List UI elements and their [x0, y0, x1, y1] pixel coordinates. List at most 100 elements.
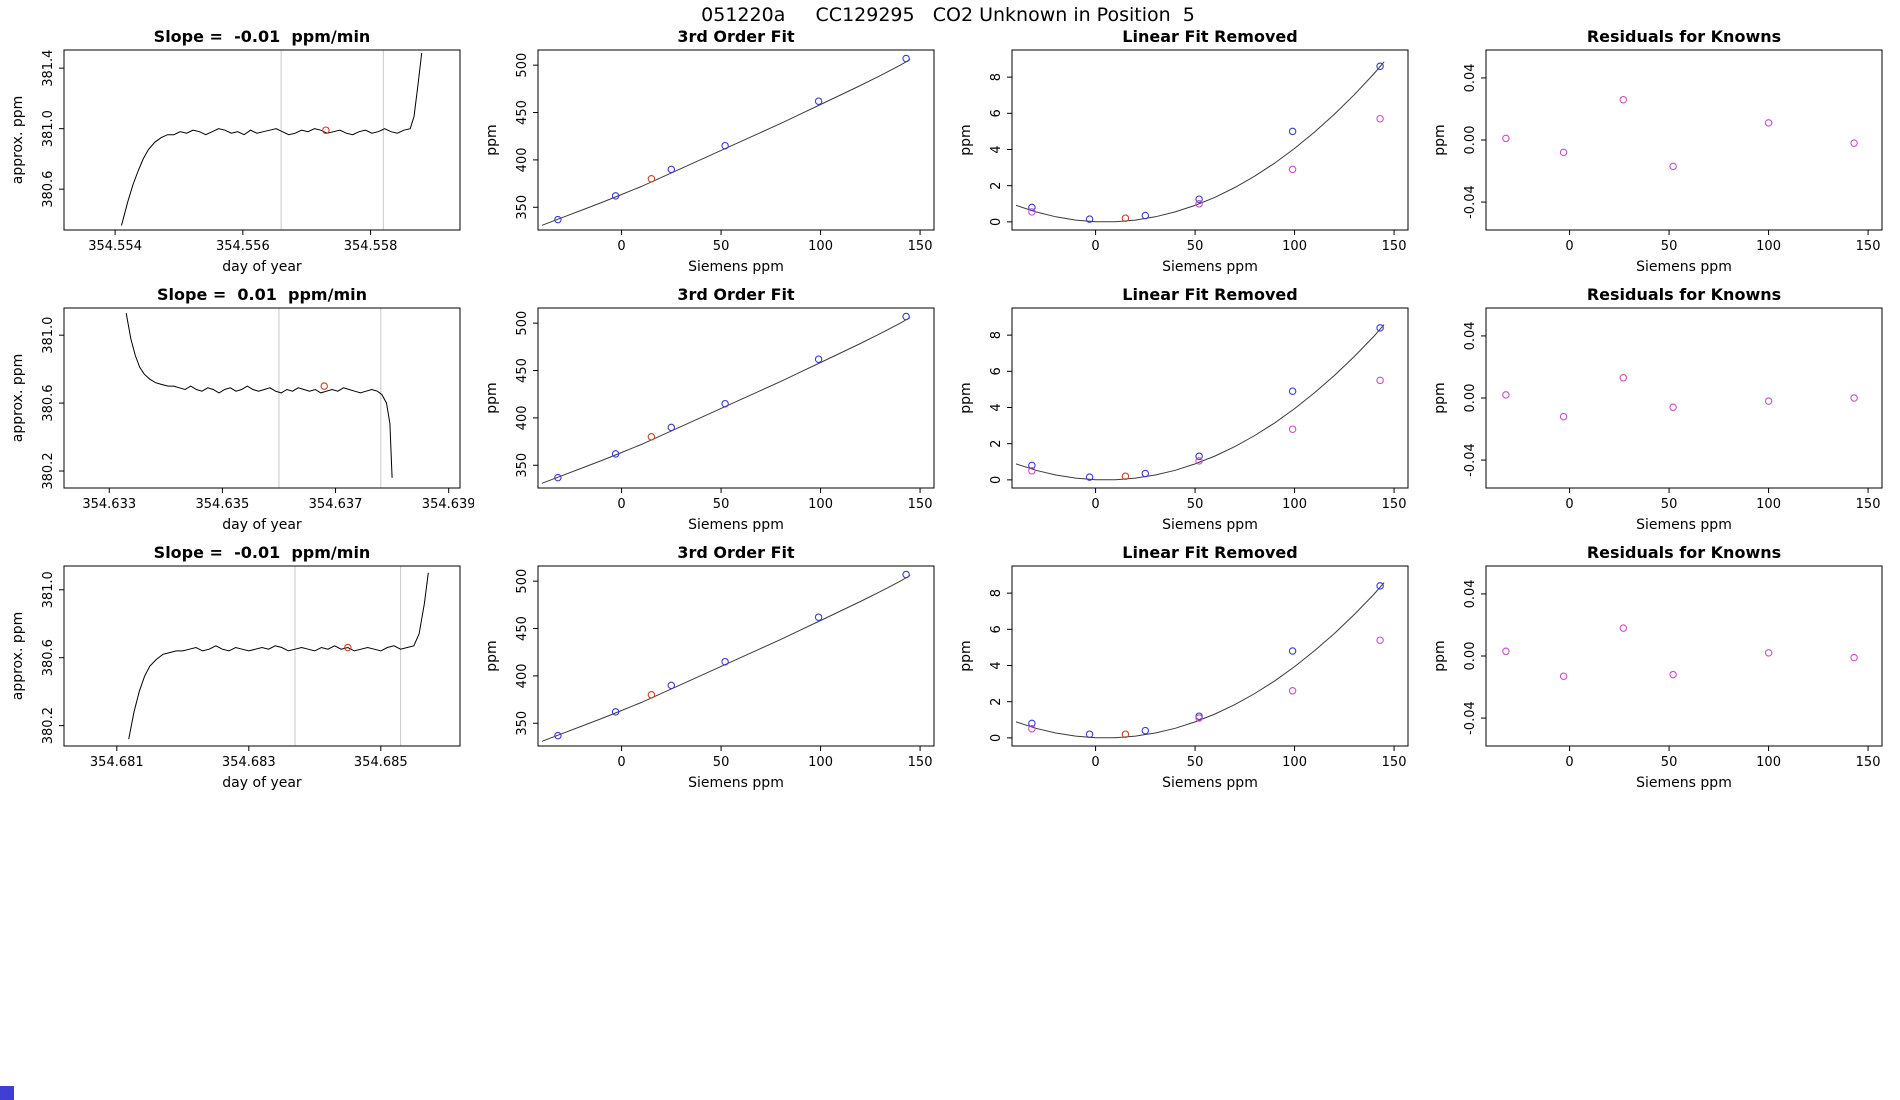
unknown-point: [647, 433, 656, 441]
y-tick-label: 0.04: [1463, 63, 1478, 92]
y-tick-label: 381.0: [41, 110, 56, 147]
residual-points: [1502, 624, 1858, 680]
x-axis-label: Siemens ppm: [1162, 259, 1258, 275]
y-axis-label: ppm: [958, 382, 974, 413]
y-tick-label: 350: [515, 195, 530, 220]
residual-points: [1502, 374, 1858, 421]
panel-resid-3: Residuals for Knowns 0 50 100 150 Siemens ppm…: [1432, 543, 1883, 791]
known-points: [1028, 582, 1384, 738]
x-axis: 0 50 100 150 Siemens ppm: [617, 230, 932, 275]
y-tick-label: 380.2: [41, 707, 56, 744]
panel-linres-2: Linear Fit Removed 0 50 100 150 Siemens ppm 0 2…: [958, 285, 1409, 533]
x-axis-label: Siemens ppm: [1636, 259, 1732, 275]
x-tick-label: 100: [1282, 239, 1307, 254]
y-tick-label: 381.4: [41, 50, 56, 87]
data-point-circle: [1195, 200, 1203, 208]
y-axis: -0.04 0.00 0.04 ppm: [1432, 579, 1486, 735]
y-tick-label: -0.04: [1463, 701, 1478, 735]
y-tick-label: 350: [515, 711, 530, 736]
data-point-circle: [1559, 672, 1568, 680]
x-tick-label: 0: [1091, 239, 1099, 254]
data-point-circle: [344, 643, 352, 652]
residual-curve: [1015, 61, 1385, 223]
plot-title: 3rd Order Fit: [677, 27, 795, 46]
data-point-circle: [1195, 452, 1203, 461]
x-tick-label: 0: [617, 239, 625, 254]
y-tick-label: 2: [989, 182, 1004, 190]
x-tick-label: 150: [1856, 497, 1881, 512]
y-axis-label: approx. ppm: [10, 612, 26, 701]
x-tick-label: 50: [1661, 239, 1678, 254]
plot-title: Residuals for Knowns: [1587, 543, 1781, 562]
data-point-circle: [1195, 457, 1203, 465]
data-point-circle: [1085, 473, 1094, 481]
x-axis-label: day of year: [222, 259, 302, 275]
data-point-circle: [647, 433, 656, 441]
y-axis: 350 400 450 500 ppm: [484, 569, 538, 736]
x-axis: 354.554 354.556 354.558 day of year: [88, 230, 397, 275]
x-tick-label: 354.685: [354, 755, 408, 770]
data-point-circle: [1669, 403, 1677, 412]
x-axis: 0 50 100 150 Siemens ppm: [1091, 746, 1406, 791]
y-tick-label: 6: [989, 109, 1004, 117]
data-point-circle: [1850, 394, 1858, 402]
data-point-circle: [1669, 162, 1677, 171]
data-point-circle: [721, 141, 729, 150]
data-point-circle: [1028, 719, 1036, 728]
y-axis: -0.04 0.00 0.04 ppm: [1432, 321, 1486, 477]
data-point-circle: [667, 165, 676, 174]
plot-title: Linear Fit Removed: [1122, 27, 1297, 46]
x-axis-label: Siemens ppm: [1162, 775, 1258, 791]
fit-curve: [541, 575, 911, 742]
y-tick-label: 381.0: [41, 317, 56, 354]
data-point-circle: [814, 97, 823, 105]
panel-linres-1: Linear Fit Removed 0 50 100 150 Siemens ppm 0 2…: [958, 27, 1409, 275]
x-tick-label: 50: [713, 755, 730, 770]
data-point-circle: [902, 570, 910, 579]
plot-box: [63, 49, 461, 231]
y-tick-label: 0: [989, 476, 1004, 484]
x-axis: 0 50 100 150 Siemens ppm: [1565, 488, 1880, 533]
y-axis-label: ppm: [958, 640, 974, 671]
data-point-circle: [1559, 148, 1568, 157]
plot-box: [537, 307, 935, 489]
x-tick-label: 100: [808, 239, 833, 254]
data-point-circle: [1559, 412, 1568, 421]
data-point-circle: [1502, 647, 1510, 656]
data-point-circle: [1376, 114, 1384, 123]
y-axis-label: ppm: [958, 124, 974, 155]
y-tick-label: 0.00: [1463, 642, 1478, 671]
panel-fit-1: 3rd Order Fit 0 50 100 150 Siemens ppm 350 400 4…: [484, 27, 935, 275]
data-point-circle: [322, 126, 330, 134]
data-point-circle: [320, 382, 328, 390]
data-point-circle: [721, 399, 729, 408]
plot-box: [1011, 307, 1409, 489]
panel-linres-3: Linear Fit Removed 0 50 100 150 Siemens ppm 0 2…: [958, 543, 1409, 791]
residual-curve: [1015, 324, 1385, 481]
data-point-circle: [1288, 165, 1297, 174]
co2-trace: [128, 572, 429, 740]
x-tick-label: 50: [713, 497, 730, 512]
y-tick-label: 0.00: [1463, 126, 1478, 155]
y-axis-label: ppm: [1432, 640, 1448, 671]
y-axis-label: ppm: [484, 382, 500, 413]
x-axis: 0 50 100 150 Siemens ppm: [617, 488, 932, 533]
known-points: [554, 312, 910, 482]
y-axis: 350 400 450 500 ppm: [484, 311, 538, 478]
data-point-circle: [1850, 139, 1858, 147]
plot-title: Slope = -0.01 ppm/min: [154, 27, 371, 46]
x-tick-label: 0: [1565, 239, 1573, 254]
y-axis: -0.04 0.00 0.04 ppm: [1432, 63, 1486, 219]
data-point-circle: [647, 175, 656, 183]
second-pass-points: [1028, 376, 1384, 475]
sample-marker: [320, 382, 328, 390]
data-point-circle: [1028, 208, 1036, 216]
x-tick-label: 100: [808, 755, 833, 770]
data-point-circle: [1288, 387, 1297, 395]
y-tick-label: 400: [515, 147, 530, 172]
y-axis: 380.2 380.6 381.0 approx. ppm: [10, 571, 64, 744]
y-tick-label: 350: [515, 453, 530, 478]
x-axis-label: day of year: [222, 517, 302, 533]
plot-box: [1485, 565, 1883, 747]
